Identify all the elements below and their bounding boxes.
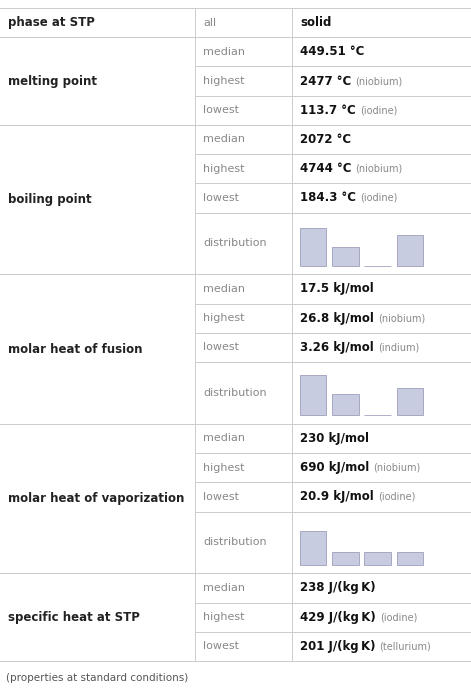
Text: median: median bbox=[203, 433, 245, 444]
Text: lowest: lowest bbox=[203, 641, 239, 652]
Text: (niobium): (niobium) bbox=[378, 313, 425, 323]
Text: 17.5 kJ/mol: 17.5 kJ/mol bbox=[300, 283, 374, 296]
Bar bbox=[332, 552, 358, 565]
Text: 20.9 kJ/mol: 20.9 kJ/mol bbox=[300, 491, 374, 504]
Text: median: median bbox=[203, 583, 245, 593]
Text: 449.51 °C: 449.51 °C bbox=[300, 46, 365, 58]
Text: (iodine): (iodine) bbox=[380, 612, 417, 622]
Text: boiling point: boiling point bbox=[8, 193, 92, 206]
Text: 2477 °C: 2477 °C bbox=[300, 75, 351, 88]
Text: distribution: distribution bbox=[203, 238, 267, 249]
Text: 690 kJ/mol: 690 kJ/mol bbox=[300, 461, 369, 474]
Text: (niobium): (niobium) bbox=[356, 164, 403, 173]
Text: (niobium): (niobium) bbox=[355, 76, 403, 86]
Text: 26.8 kJ/mol: 26.8 kJ/mol bbox=[300, 312, 374, 325]
Text: 3.26 kJ/mol: 3.26 kJ/mol bbox=[300, 341, 374, 354]
Text: 201 J/(kg K): 201 J/(kg K) bbox=[300, 640, 375, 653]
Text: lowest: lowest bbox=[203, 492, 239, 502]
Text: (iodine): (iodine) bbox=[378, 492, 415, 502]
Text: solid: solid bbox=[300, 16, 332, 29]
Text: lowest: lowest bbox=[203, 343, 239, 352]
Text: highest: highest bbox=[203, 76, 245, 86]
Bar bbox=[365, 552, 391, 565]
Bar bbox=[397, 236, 423, 266]
Text: 113.7 °C: 113.7 °C bbox=[300, 104, 356, 117]
Text: (properties at standard conditions): (properties at standard conditions) bbox=[6, 673, 188, 683]
Bar bbox=[300, 531, 326, 565]
Text: melting point: melting point bbox=[8, 75, 97, 88]
Text: molar heat of fusion: molar heat of fusion bbox=[8, 343, 143, 356]
Text: 238 J/(kg K): 238 J/(kg K) bbox=[300, 581, 376, 594]
Text: phase at STP: phase at STP bbox=[8, 16, 95, 29]
Bar bbox=[300, 228, 326, 266]
Text: 4744 °C: 4744 °C bbox=[300, 162, 351, 176]
Text: all: all bbox=[203, 17, 217, 28]
Text: highest: highest bbox=[203, 164, 245, 173]
Bar bbox=[332, 394, 358, 415]
Text: (indium): (indium) bbox=[378, 343, 419, 352]
Text: (tellurium): (tellurium) bbox=[380, 641, 431, 652]
Text: distribution: distribution bbox=[203, 538, 267, 547]
Bar bbox=[300, 375, 326, 415]
Bar bbox=[332, 247, 358, 266]
Text: 184.3 °C: 184.3 °C bbox=[300, 191, 356, 205]
Text: lowest: lowest bbox=[203, 193, 239, 203]
Text: (iodine): (iodine) bbox=[360, 105, 397, 115]
Text: 429 J/(kg K): 429 J/(kg K) bbox=[300, 611, 376, 624]
Text: (iodine): (iodine) bbox=[360, 193, 398, 203]
Bar bbox=[397, 552, 423, 565]
Text: lowest: lowest bbox=[203, 105, 239, 115]
Text: median: median bbox=[203, 284, 245, 294]
Text: highest: highest bbox=[203, 463, 245, 473]
Text: 230 kJ/mol: 230 kJ/mol bbox=[300, 432, 369, 445]
Text: specific heat at STP: specific heat at STP bbox=[8, 611, 140, 624]
Text: distribution: distribution bbox=[203, 388, 267, 398]
Text: median: median bbox=[203, 135, 245, 144]
Text: highest: highest bbox=[203, 313, 245, 323]
Text: median: median bbox=[203, 47, 245, 57]
Text: (niobium): (niobium) bbox=[374, 463, 421, 473]
Text: molar heat of vaporization: molar heat of vaporization bbox=[8, 492, 184, 505]
Text: highest: highest bbox=[203, 612, 245, 622]
Text: 2072 °C: 2072 °C bbox=[300, 133, 351, 146]
Bar bbox=[397, 388, 423, 415]
